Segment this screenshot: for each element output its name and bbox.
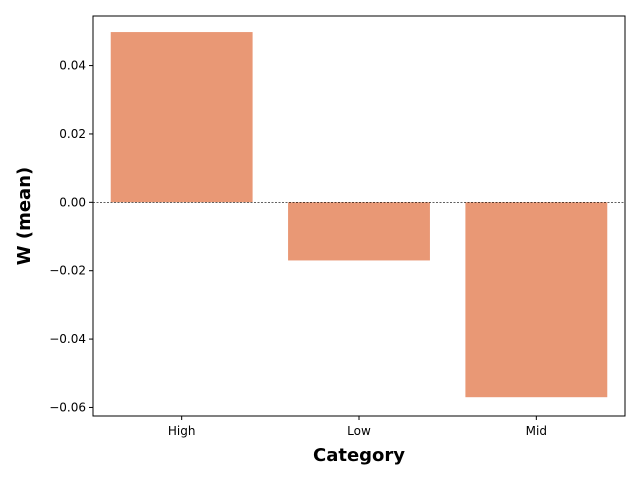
- bar-mid: [465, 202, 608, 398]
- y-tick-label: 0.00: [59, 195, 86, 209]
- bar-high: [110, 32, 253, 203]
- x-axis-ticks: High Low Mid: [168, 416, 547, 438]
- bar-low: [288, 202, 430, 261]
- x-axis-title: Category: [313, 445, 405, 466]
- y-tick-label: −0.06: [49, 400, 86, 414]
- x-tick-label-mid: Mid: [526, 424, 547, 438]
- bars-layer: [110, 32, 608, 398]
- y-axis-ticks: −0.06 −0.04 −0.02 0.00 0.02 0.04: [49, 59, 93, 414]
- y-tick-label: 0.02: [59, 127, 86, 141]
- x-tick-label-low: Low: [347, 424, 371, 438]
- y-tick-label: 0.04: [59, 59, 86, 73]
- x-tick-label-high: High: [168, 424, 196, 438]
- y-tick-label: −0.04: [49, 332, 86, 346]
- y-tick-label: −0.02: [49, 264, 86, 278]
- y-axis-title: W (mean): [14, 167, 35, 266]
